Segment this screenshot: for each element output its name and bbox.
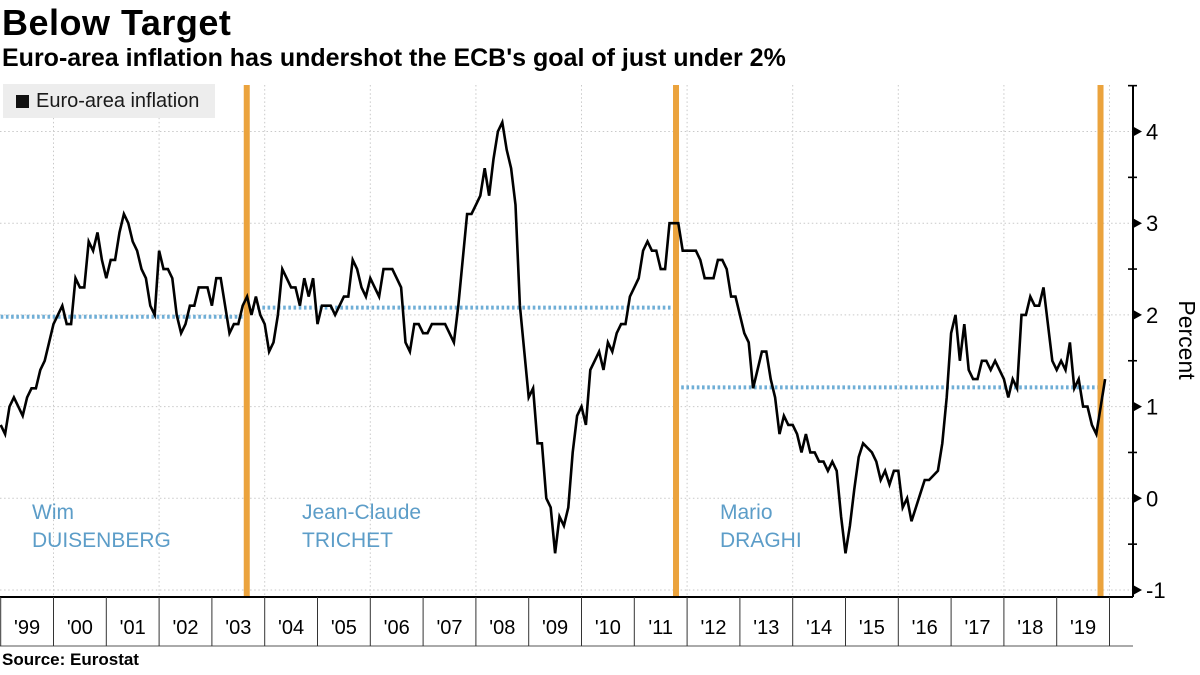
x-tick-label: '02 [172, 617, 198, 639]
tenure-average-lines [0, 305, 1100, 390]
y-axis-ticks: -1 0 1 2 3 4 Percent [1128, 84, 1200, 603]
president-first-name: Mario [720, 501, 773, 524]
svg-text:-1: -1 [1146, 578, 1166, 603]
x-tick-label: '13 [753, 617, 779, 639]
president-first-name: Jean-Claude [302, 501, 421, 524]
president-last-name: TRICHET [302, 529, 393, 552]
president-transition-lines [243, 85, 1104, 597]
y-tick-arrow [1133, 401, 1142, 412]
x-tick-label: '19 [1070, 617, 1096, 639]
x-tick-label: '99 [14, 617, 40, 639]
chart-subtitle: Euro-area inflation has undershot the EC… [2, 44, 786, 72]
y-tick-arrow [1133, 493, 1142, 504]
x-tick-label: '11 [648, 617, 673, 639]
x-tick-label: '00 [67, 617, 93, 639]
source-note: Source: Eurostat [2, 650, 139, 669]
svg-text:0: 0 [1146, 486, 1158, 511]
y-tick-arrow [1133, 585, 1142, 595]
x-tick-label: '05 [331, 617, 357, 639]
x-tick-label: '16 [912, 617, 938, 639]
x-tick-label: '14 [806, 617, 832, 639]
x-tick-label: '15 [859, 617, 885, 639]
president-labels: Wim DUISENBERG Jean-Claude TRICHET Mario DRAG… [32, 501, 802, 552]
x-tick-label: '01 [120, 617, 146, 639]
svg-text:3: 3 [1146, 211, 1158, 236]
x-tick-label: '07 [436, 617, 462, 639]
president-last-name: DRAGHI [720, 529, 802, 552]
x-tick-label: '18 [1017, 617, 1043, 639]
x-tick-label: '04 [278, 617, 304, 639]
x-tick-label: '03 [225, 617, 251, 639]
y-axis-title: Percent [1174, 300, 1200, 380]
x-axis-ticks: '99 '00 '01 '02 '03 '04 '05 '06 '07 '08 '09 '10 '11 '… [0, 597, 1110, 646]
svg-text:2: 2 [1146, 303, 1158, 328]
legend-label: Euro-area inflation [36, 89, 200, 112]
svg-text:4: 4 [1146, 120, 1158, 145]
legend: Euro-area inflation [3, 84, 216, 118]
x-tick-label: '17 [964, 617, 990, 639]
chart-title: Below Target [2, 2, 232, 43]
president-last-name: DUISENBERG [32, 529, 171, 552]
inflation-line [0, 117, 1107, 554]
x-tick-label: '06 [384, 617, 410, 639]
legend-swatch-icon [16, 94, 29, 108]
x-tick-label: '10 [595, 617, 621, 639]
svg-text:1: 1 [1146, 395, 1158, 420]
x-tick-label: '09 [542, 617, 568, 639]
y-tick-arrow [1133, 218, 1142, 229]
president-first-name: Wim [32, 501, 74, 524]
y-tick-arrow [1133, 309, 1142, 320]
y-tick-arrow [1133, 126, 1142, 137]
x-tick-label: '12 [700, 617, 726, 639]
axes [0, 85, 1134, 647]
x-tick-label: '08 [489, 617, 515, 639]
